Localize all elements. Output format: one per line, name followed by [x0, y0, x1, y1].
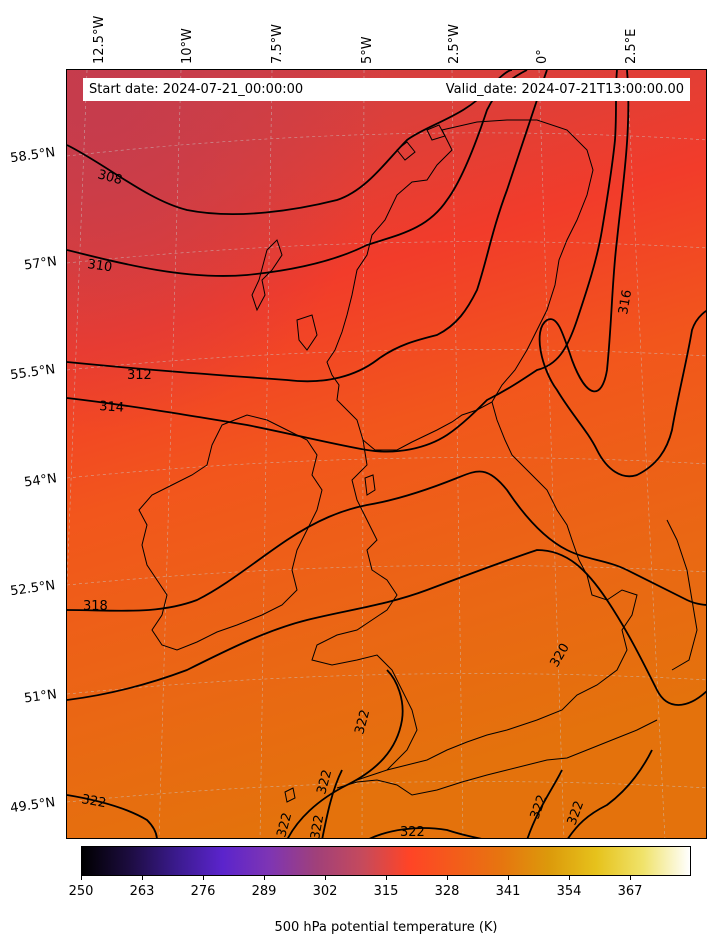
contour-label-322-b: 322: [352, 708, 373, 736]
lat-label-52-5n: 52.5°N: [9, 578, 57, 600]
contour-label-310: 310: [86, 257, 113, 275]
contour-322-a: [67, 794, 158, 838]
contour-310: [67, 70, 528, 277]
contour-label-314: 314: [99, 399, 125, 416]
contour-label-322-a: 322: [80, 792, 107, 811]
contour-label-322-h: 322: [308, 814, 327, 839]
contour-314: [67, 70, 618, 453]
contour-label-308: 308: [96, 167, 124, 188]
colorbar-tick: [569, 876, 570, 880]
colorbar-tick-label: 367: [617, 884, 643, 899]
colorbar-tick-label: 263: [129, 884, 155, 899]
lat-label-57n: 57°N: [23, 254, 58, 274]
contour-label-318: 318: [83, 599, 108, 614]
contour-label-316: 316: [616, 289, 635, 316]
colorbar-tick: [325, 876, 326, 880]
map-canvas: 308 310 312 314 316 318 320 322 322 322 …: [67, 70, 706, 839]
contour-322-b: [287, 669, 404, 838]
lon-label-12-5w: 12.5°W: [92, 15, 107, 64]
contour-318: [67, 470, 706, 612]
colorbar-tick-label: 341: [495, 884, 521, 899]
valid-date-label: Valid_date: 2024-07-21T13:00:00.00: [445, 82, 684, 97]
england-east-coast: [356, 401, 638, 781]
colorbar-tick-label: 328: [434, 884, 460, 899]
netherlands-coast: [666, 519, 698, 671]
contour-322-d: [369, 827, 482, 838]
contour-322-e: [526, 769, 563, 838]
lon-label-7-5w: 7.5°W: [270, 23, 285, 64]
colorbar-tick: [203, 876, 204, 880]
colorbar-tick: [142, 876, 143, 880]
colorbar-tick: [447, 876, 448, 880]
hebrides: [251, 239, 318, 351]
colorbar-tick: [386, 876, 387, 880]
colorbar-tick-label: 354: [556, 884, 582, 899]
lon-label-5w: 5°W: [360, 36, 375, 64]
colorbar: [81, 846, 691, 876]
lat-label-49-5n: 49.5°N: [9, 795, 57, 817]
colorbar-tick-label: 315: [373, 884, 399, 899]
colorbar-tick-label: 289: [251, 884, 277, 899]
contour-label-312: 312: [127, 368, 152, 383]
colorbar-tick: [508, 876, 509, 880]
contour-label-322-d: 322: [274, 811, 295, 839]
colorbar-tick: [81, 876, 82, 880]
france-coast: [336, 719, 658, 796]
colorbar-tick-label: 276: [190, 884, 216, 899]
start-date-label: Start date: 2024-07-21_00:00:00: [89, 82, 304, 97]
contour-322-f: [567, 749, 653, 838]
cold-air-region: [67, 70, 706, 838]
channel-islands: [284, 787, 296, 803]
isentropes: [67, 70, 706, 838]
colorbar-tick-label: 250: [68, 884, 94, 899]
england-west-coast: [311, 439, 418, 771]
isle-of-man: [364, 474, 376, 496]
contour-316: [538, 70, 706, 478]
colorbar-tick: [264, 876, 265, 880]
contour-322-c: [321, 769, 343, 838]
lat-label-58-5n: 58.5°N: [9, 145, 57, 167]
colorbar-tick-label: 302: [312, 884, 338, 899]
lat-label-54n: 54°N: [23, 471, 58, 491]
lon-label-10w: 10°W: [180, 28, 195, 64]
lon-label-2-5e: 2.5°E: [624, 28, 639, 64]
contour-label-322-c: 322: [314, 768, 335, 796]
map-panel: 308 310 312 314 316 318 320 322 322 322 …: [66, 69, 707, 839]
lon-label-2-5w: 2.5°W: [447, 23, 462, 64]
ireland-coast: [138, 414, 323, 651]
contour-label-322-e: 322: [400, 825, 425, 839]
lon-label-0: 0°: [535, 49, 550, 64]
colorbar-title: 500 hPa potential temperature (K): [274, 920, 498, 935]
contour-312: [67, 70, 548, 383]
lat-label-55-5n: 55.5°N: [9, 362, 57, 384]
contour-320: [67, 549, 706, 706]
date-info-box: Start date: 2024-07-21_00:00:00 Valid_da…: [83, 78, 690, 101]
colorbar-tick: [630, 876, 631, 880]
lat-label-51n: 51°N: [23, 687, 58, 707]
